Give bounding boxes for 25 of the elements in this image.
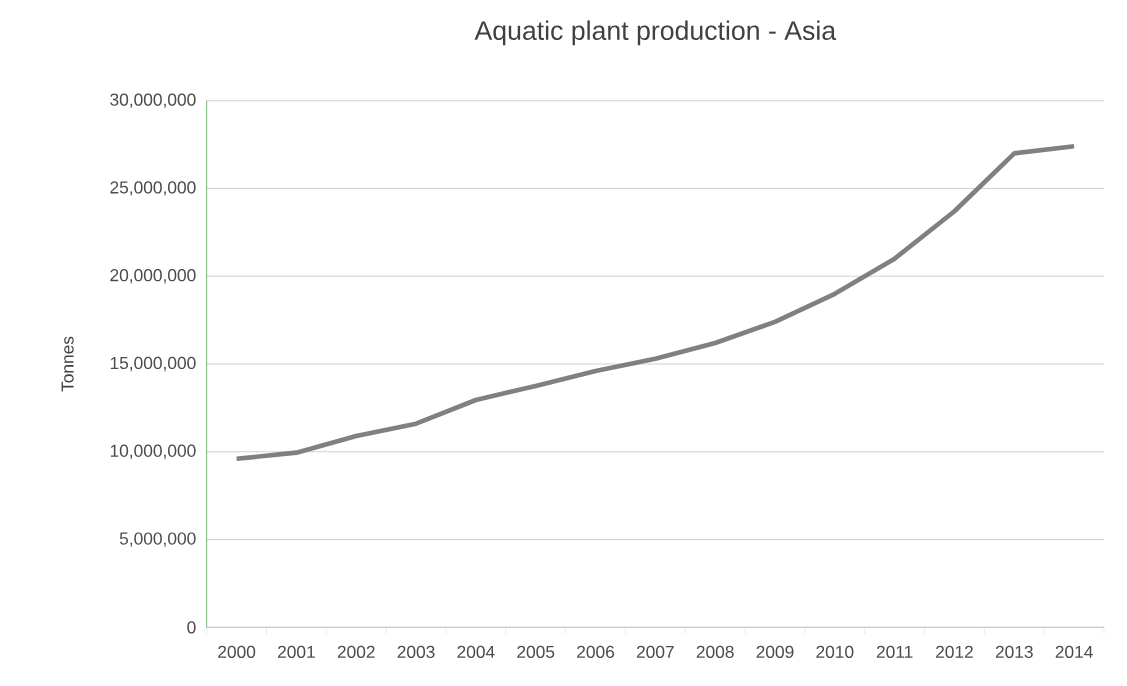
y-tick-label: 25,000,000 (110, 181, 196, 196)
y-tick-label: 5,000,000 (119, 532, 196, 547)
chart-title: Aquatic plant production - Asia (474, 20, 837, 46)
y-axis-title: Tonnes (61, 336, 74, 392)
x-tick-label: 2009 (756, 645, 794, 658)
x-tick-label: 2007 (636, 645, 674, 658)
x-tick-label: 2001 (278, 645, 315, 658)
x-tick-label: 2013 (995, 645, 1033, 658)
x-tick-label: 2010 (816, 645, 854, 658)
x-tick-label: 2014 (1055, 645, 1093, 658)
x-tick-label: 2004 (457, 645, 495, 658)
x-tick-label: 2006 (577, 645, 615, 658)
x-tick-label: 2005 (517, 645, 555, 658)
x-tick-label: 2002 (337, 645, 375, 658)
y-tick-label: 0 (187, 621, 196, 634)
x-tick-label: 2003 (397, 645, 435, 658)
x-tick-label: 2012 (936, 645, 973, 658)
x-tick-label: 2000 (218, 645, 256, 658)
line-series (234, 143, 1077, 462)
y-tick-label: 10,000,000 (110, 444, 196, 459)
x-tick-label: 2011 (876, 645, 913, 658)
x-tick-label: 2008 (696, 645, 734, 658)
y-tick-label: 20,000,000 (110, 269, 196, 284)
y-tick-label: 15,000,000 (110, 356, 196, 372)
y-tick-label: 30,000,000 (110, 93, 196, 108)
